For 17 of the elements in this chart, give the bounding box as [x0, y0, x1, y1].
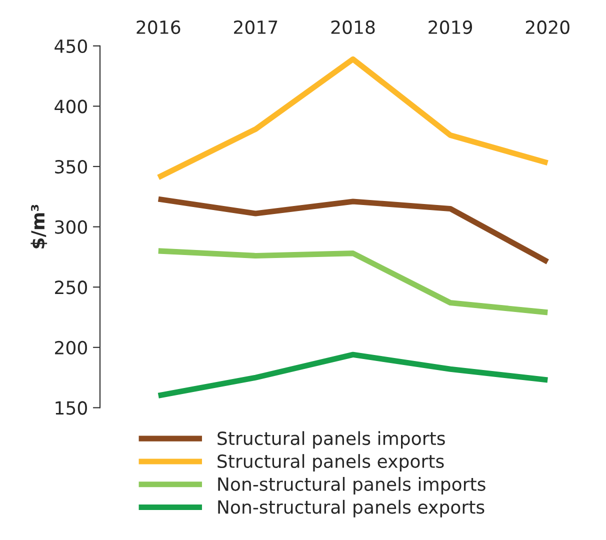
y-tick-label: 300: [55, 220, 87, 234]
legend-label: Structural panels imports: [218, 431, 445, 449]
legend-label: Non-structural panels imports: [218, 476, 486, 494]
y-tick-label: 250: [55, 280, 87, 294]
y-tick-label: 350: [55, 160, 87, 174]
y-tick-label: 450: [54, 39, 87, 54]
legend-label: Non-structural panels exports: [218, 500, 484, 518]
x-tick-label: 2019: [428, 20, 472, 34]
x-tick-label: 2016: [136, 20, 180, 34]
x-tick-label: 2017: [234, 20, 278, 34]
legend-label: Structural panels exports: [218, 454, 444, 472]
y-tick-label: 150: [56, 401, 87, 415]
y-axis-title: $/m³: [30, 204, 48, 248]
y-tick-label: 200: [55, 340, 87, 355]
x-tick-label: 2018: [331, 20, 375, 34]
y-tick-label: 400: [54, 100, 87, 114]
x-tick-label: 2020: [526, 20, 570, 34]
